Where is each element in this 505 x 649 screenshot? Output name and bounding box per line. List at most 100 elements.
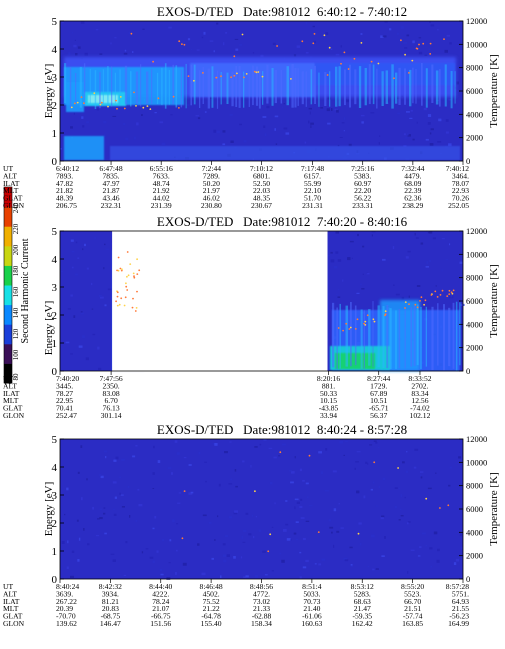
- spectrogram-pixel: [299, 468, 302, 472]
- spectrogram-pixel: [429, 132, 432, 135]
- spectrogram-pixel: [204, 111, 207, 113]
- spectrogram-pixel: [162, 539, 164, 542]
- spectrogram-pixel: [67, 308, 71, 310]
- spectrogram-pixel: [60, 106, 63, 109]
- temperature-point: [448, 293, 451, 295]
- spectrogram-pixel: [428, 48, 432, 50]
- temperature-point: [269, 533, 272, 536]
- spectrogram-pixel: [349, 240, 354, 243]
- spectrogram-pixel: [204, 461, 207, 463]
- temperature-point: [450, 291, 453, 294]
- colorbar-tick: 220: [12, 223, 20, 234]
- spectrogram-pixel: [286, 538, 291, 541]
- temperature-point: [245, 73, 248, 75]
- spectrogram-pixel: [226, 554, 230, 557]
- spectrogram-pixel: [449, 42, 452, 45]
- spectrogram-pixel: [198, 451, 201, 455]
- spectrogram-pixel: [430, 24, 435, 27]
- spectrogram-pixel: [233, 556, 236, 559]
- temperature-point: [323, 34, 326, 37]
- orbit-cell: 3934.: [102, 589, 119, 598]
- temperature-point: [301, 40, 304, 43]
- orbit-cell: 238.29: [402, 201, 423, 210]
- spectrogram-stripe: [255, 66, 259, 106]
- spectrogram-pixel: [213, 129, 217, 133]
- spectrogram-pixel: [124, 49, 127, 52]
- spectrogram-pixel: [141, 114, 143, 116]
- temperature-point: [414, 303, 417, 306]
- colorbar-tick: 240: [12, 202, 20, 213]
- temperature-tick-label: 10000: [466, 249, 487, 259]
- colorbar-cell: [4, 245, 12, 266]
- spectrogram-pixel: [70, 294, 73, 297]
- spectrogram-pixel: [412, 138, 415, 141]
- spectrogram-pixel: [285, 132, 290, 135]
- temperature-point: [349, 326, 352, 329]
- spectrogram-pixel: [243, 576, 246, 578]
- spectrogram-pixel: [73, 315, 76, 318]
- spectrogram-pixel: [420, 476, 423, 479]
- orbit-row-label: GLAT: [3, 194, 23, 203]
- spectrogram-pixel: [75, 241, 78, 244]
- spectrogram-stripe: [238, 65, 241, 108]
- spectrogram-pixel: [107, 288, 112, 291]
- orbit-cell: 21.55: [452, 604, 469, 613]
- spectrogram-pixel: [80, 311, 83, 313]
- orbit-cell: 4479.: [404, 171, 421, 180]
- spectrogram-pixel: [135, 445, 138, 447]
- temperature-point: [384, 313, 387, 316]
- spectrogram-stripe: [161, 67, 163, 106]
- orbit-row-label: UT: [3, 374, 13, 383]
- spectrogram-pixel: [212, 443, 216, 445]
- spectrogram-pixel: [153, 445, 155, 449]
- orbit-cell: 51.70: [304, 194, 321, 203]
- temperature-point: [116, 304, 119, 307]
- panel-3: EXOS-D/TED Date:981012 8:40:24 - 8:57:28…: [3, 422, 500, 628]
- spectrogram-pixel: [460, 546, 463, 550]
- spectrogram-pixel: [99, 53, 103, 55]
- spectrogram-pixel: [430, 565, 433, 568]
- energy-tick-label: 0: [52, 574, 58, 586]
- temperature-point: [132, 297, 134, 300]
- colorbar-cell: [4, 265, 12, 286]
- spectrogram-pixel: [60, 270, 64, 273]
- temperature-point: [416, 306, 419, 309]
- spectrogram-pixel: [348, 143, 352, 147]
- spectrogram-pixel: [336, 530, 340, 533]
- spectrogram-pixel: [325, 448, 328, 451]
- temperature-point: [254, 490, 256, 493]
- spectrogram-pixel: [356, 292, 360, 294]
- spectrogram-pixel: [105, 456, 107, 459]
- spectrogram-pixel: [299, 505, 303, 508]
- spectrogram-pixel: [344, 559, 349, 562]
- spectrogram-pixel: [384, 21, 388, 23]
- spectrogram-pixel: [337, 296, 341, 298]
- spectrogram-pixel: [302, 479, 305, 482]
- spectrogram-stripe: [107, 66, 109, 107]
- spectrogram-pixel: [216, 22, 219, 25]
- orbit-cell: 231.31: [302, 201, 323, 210]
- spectrogram-pixel: [407, 250, 411, 253]
- orbit-cell: 48.35: [253, 194, 270, 203]
- spectrogram-pixel: [384, 536, 386, 539]
- temperature-point: [193, 79, 195, 82]
- spectrogram-pixel: [91, 282, 93, 286]
- temperature-point: [337, 327, 340, 329]
- temperature-point: [364, 324, 367, 326]
- spectrogram-stripe: [119, 69, 121, 106]
- spectrogram-pixel: [97, 346, 100, 350]
- orbit-cell: 102.12: [410, 411, 431, 420]
- spectrogram-pixel: [426, 261, 428, 264]
- spectrogram-pixel: [145, 548, 149, 550]
- spectrogram-pixel: [86, 478, 88, 481]
- spectrogram-stripe: [231, 71, 234, 107]
- orbit-cell: 301.14: [101, 411, 122, 420]
- spectrogram-stripe: [389, 308, 392, 369]
- spectrogram-pixel: [381, 555, 385, 557]
- spectrogram-pixel: [104, 134, 106, 138]
- spectrogram-stripe: [291, 64, 294, 108]
- spectrogram-pixel: [299, 551, 302, 554]
- spectrogram-pixel: [176, 523, 179, 525]
- spectrogram-pixel: [313, 40, 316, 44]
- spectrogram-pixel: [142, 28, 145, 30]
